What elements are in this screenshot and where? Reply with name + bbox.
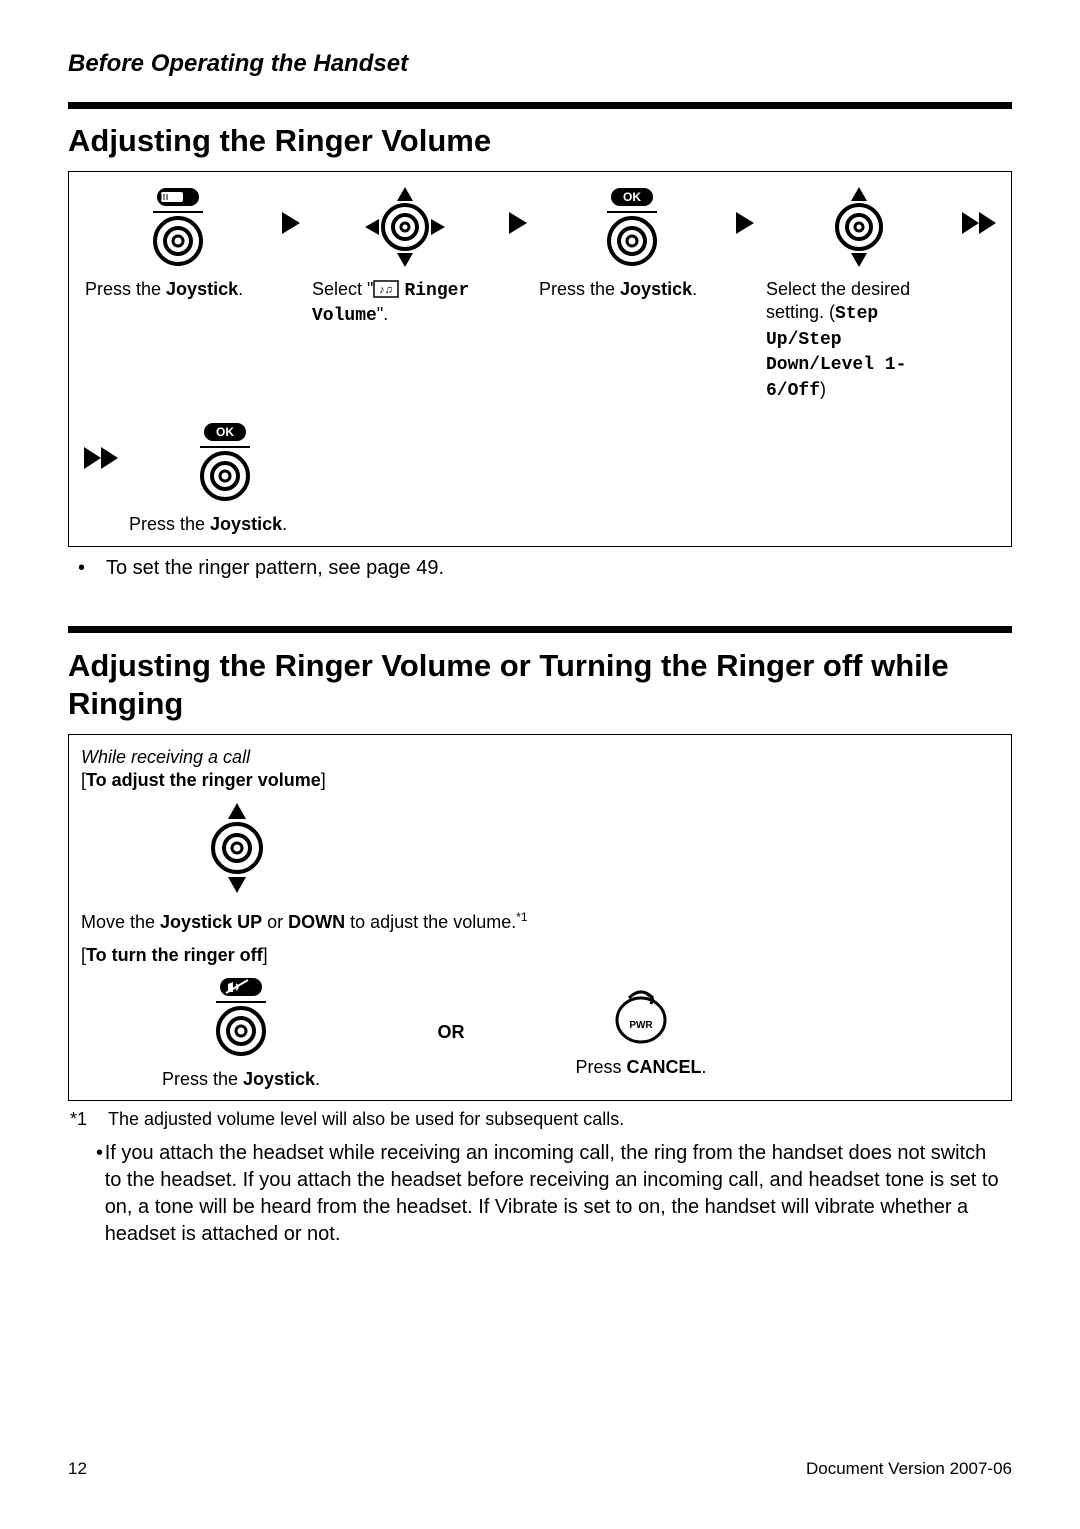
text: Joystick — [210, 514, 282, 534]
text: Joystick — [166, 279, 238, 299]
rule-2 — [68, 626, 1012, 633]
step-3: OK Press the Joystick. — [535, 182, 728, 301]
text: Joystick — [620, 279, 692, 299]
text: *1 — [70, 1109, 108, 1130]
text: ". — [377, 304, 388, 324]
text: . — [238, 279, 243, 299]
off2-caption: Press CANCEL. — [501, 1057, 781, 1078]
text: to adjust the volume. — [345, 912, 516, 932]
joystick-display-icon — [143, 186, 213, 268]
music-box-icon: ♪♫ — [373, 280, 399, 298]
step-2-caption: Select "♪♫ Ringer Volume". — [308, 272, 501, 329]
or-label: OR — [401, 1022, 501, 1043]
text: Press the — [85, 279, 166, 299]
arrow-sep-3 — [732, 182, 758, 234]
adjust-label: [To adjust the ringer volume] — [81, 770, 999, 791]
svg-text:PWR: PWR — [629, 1020, 653, 1031]
svg-text:OK: OK — [623, 190, 641, 204]
section2-box: While receiving a call [To adjust the ri… — [68, 734, 1012, 1101]
step-5-caption: Press the Joystick. — [125, 507, 325, 536]
joystick-ok-icon: OK — [597, 186, 667, 268]
joystick-ok-icon-2: OK — [190, 421, 260, 503]
arrow-sep-4 — [959, 182, 999, 234]
footer: 12 Document Version 2007-06 — [68, 1459, 1012, 1479]
text: Joystick — [243, 1069, 315, 1089]
text: To adjust the ringer volume — [86, 770, 321, 790]
context-label: While receiving a call — [81, 747, 999, 768]
text: Press the — [162, 1069, 243, 1089]
step-1: Press the Joystick. — [81, 182, 274, 301]
text: or — [262, 912, 288, 932]
text: Move the — [81, 912, 160, 932]
svg-text:OK: OK — [216, 425, 234, 439]
joystick-updown-icon-2 — [201, 801, 273, 895]
text: CANCEL — [627, 1057, 702, 1077]
step-4-caption: Select the desired setting. (Step Up/Ste… — [762, 272, 955, 403]
section1-title: Adjusting the Ringer Volume — [68, 123, 1012, 159]
section1-box: Press the Joystick. — [68, 171, 1012, 547]
text: . — [315, 1069, 320, 1089]
text: . — [692, 279, 697, 299]
text: Press — [575, 1057, 626, 1077]
text: ] — [263, 945, 268, 965]
text: To turn the ringer off — [86, 945, 263, 965]
svg-text:♪♫: ♪♫ — [380, 284, 394, 296]
text: Press the — [129, 514, 210, 534]
off-label: [To turn the ringer off] — [81, 945, 999, 966]
joystick-updown-icon — [823, 185, 895, 269]
cancel-pwr-icon: PWR — [611, 988, 671, 1046]
step-1-caption: Press the Joystick. — [81, 272, 274, 301]
text: ] — [321, 770, 326, 790]
text: Joystick UP — [160, 912, 262, 932]
section-header: Before Operating the Handset — [68, 50, 1012, 78]
step-3-caption: Press the Joystick. — [535, 272, 728, 301]
text: Press the — [539, 279, 620, 299]
step-4: Select the desired setting. (Step Up/Ste… — [762, 182, 955, 403]
text: The adjusted volume level will also be u… — [108, 1109, 624, 1130]
arrow-sep-1 — [278, 182, 304, 234]
footnote-1: *1 The adjusted volume level will also b… — [70, 1109, 1012, 1130]
text: If you attach the headset while receivin… — [105, 1140, 1012, 1248]
arrow-sep-2 — [505, 182, 531, 234]
text: ) — [820, 379, 826, 399]
arrow-sep-5 — [81, 417, 121, 469]
text: . — [702, 1057, 707, 1077]
joystick-mute-icon — [206, 976, 276, 1058]
off1-caption: Press the Joystick. — [81, 1069, 401, 1090]
page-number: 12 — [68, 1459, 87, 1479]
text: . — [282, 514, 287, 534]
section2-bullet: • If you attach the headset while receiv… — [96, 1140, 1012, 1248]
section1-bullet: • To set the ringer pattern, see page 49… — [78, 555, 1012, 582]
step-2: Select "♪♫ Ringer Volume". — [308, 182, 501, 329]
text: To set the ringer pattern, see page 49. — [106, 555, 444, 582]
section2-title: Adjusting the Ringer Volume or Turning t… — [68, 647, 1012, 721]
joystick-4way-icon — [363, 185, 447, 269]
doc-version: Document Version 2007-06 — [806, 1459, 1012, 1479]
text: *1 — [516, 910, 527, 924]
text: DOWN — [288, 912, 345, 932]
turnoff-row: Press the Joystick. OR PWR Press CANCEL. — [81, 976, 999, 1090]
step-5: OK Press the Joystick. — [125, 417, 325, 536]
adjust-text: Move the Joystick UP or DOWN to adjust t… — [81, 910, 999, 933]
rule-1 — [68, 102, 1012, 109]
text: Select " — [312, 279, 373, 299]
